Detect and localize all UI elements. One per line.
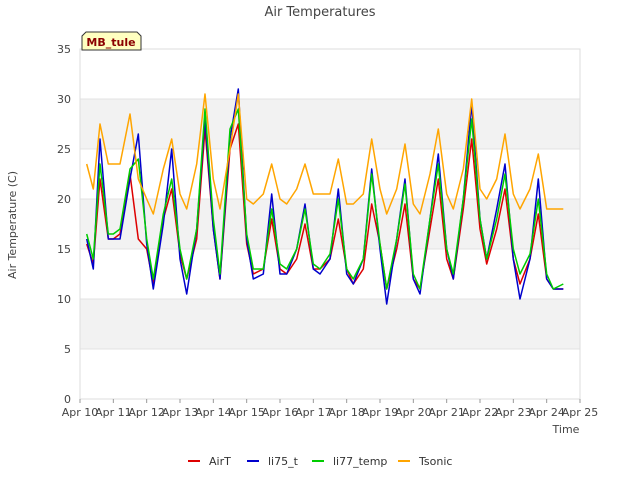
- x-tick-label: Apr 16: [262, 406, 299, 419]
- site-label-badge: MB_tule: [81, 31, 142, 51]
- x-tick-label: Apr 15: [228, 406, 265, 419]
- x-tick-label: Apr 12: [128, 406, 165, 419]
- x-tick-label: Apr 24: [528, 406, 565, 419]
- y-tick-label: 30: [57, 93, 71, 106]
- y-tick-label: 10: [57, 293, 71, 306]
- site-label-text: MB_tule: [86, 36, 135, 49]
- legend-label: li75_t: [268, 455, 299, 468]
- x-tick-label: Apr 20: [395, 406, 432, 419]
- legend-label: li77_temp: [333, 455, 387, 468]
- chart-title: Air Temperatures: [264, 5, 375, 20]
- legend-label: Tsonic: [418, 455, 452, 468]
- x-tick-label: Apr 10: [62, 406, 99, 419]
- series-layer: [85, 88, 564, 305]
- x-axis-label: Time: [552, 423, 580, 436]
- x-tick-label: Apr 19: [362, 406, 399, 419]
- legend-label: AirT: [209, 455, 231, 468]
- plot-area-frame: [79, 48, 581, 400]
- background-band: [80, 299, 580, 349]
- y-tick-labels: 0 5 10 15 20 25 30 35: [57, 43, 71, 406]
- x-tick-label: Apr 14: [195, 406, 232, 419]
- background-band: [80, 99, 580, 149]
- y-tick-label: 15: [57, 243, 71, 256]
- x-tick-label: Apr 18: [328, 406, 365, 419]
- y-axis-label: Air Temperature (C): [6, 171, 19, 279]
- series-line-tsonic: [85, 93, 564, 215]
- y-tick-label: 35: [57, 43, 71, 56]
- y-tick-label: 5: [64, 343, 71, 356]
- x-tick-label: Apr 22: [462, 406, 499, 419]
- series-line-li77-temp: [85, 108, 564, 290]
- x-tick-label: Apr 17: [295, 406, 332, 419]
- x-tick-label: Apr 23: [495, 406, 532, 419]
- x-tick-label: Apr 11: [95, 406, 132, 419]
- x-tick-label: Apr 25: [562, 406, 599, 419]
- y-tick-label: 0: [64, 393, 71, 406]
- y-tick-label: 25: [57, 143, 71, 156]
- x-tick-label: Apr 21: [428, 406, 465, 419]
- x-tick-label: Apr 13: [162, 406, 199, 419]
- legend: AirT li75_t li77_temp Tsonic: [188, 455, 452, 468]
- y-tick-label: 20: [57, 193, 71, 206]
